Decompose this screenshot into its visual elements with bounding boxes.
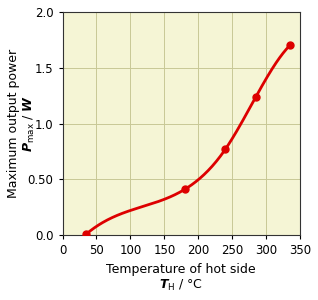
Y-axis label: Maximum output power
$\boldsymbol{P}_{\mathrm{max}}$ / $\boldsymbol{W}$: Maximum output power $\boldsymbol{P}_{\m… <box>7 49 37 198</box>
X-axis label: Temperature of hot side
$\boldsymbol{T}_{\mathrm{H}}$ / °C: Temperature of hot side $\boldsymbol{T}_… <box>107 263 256 293</box>
